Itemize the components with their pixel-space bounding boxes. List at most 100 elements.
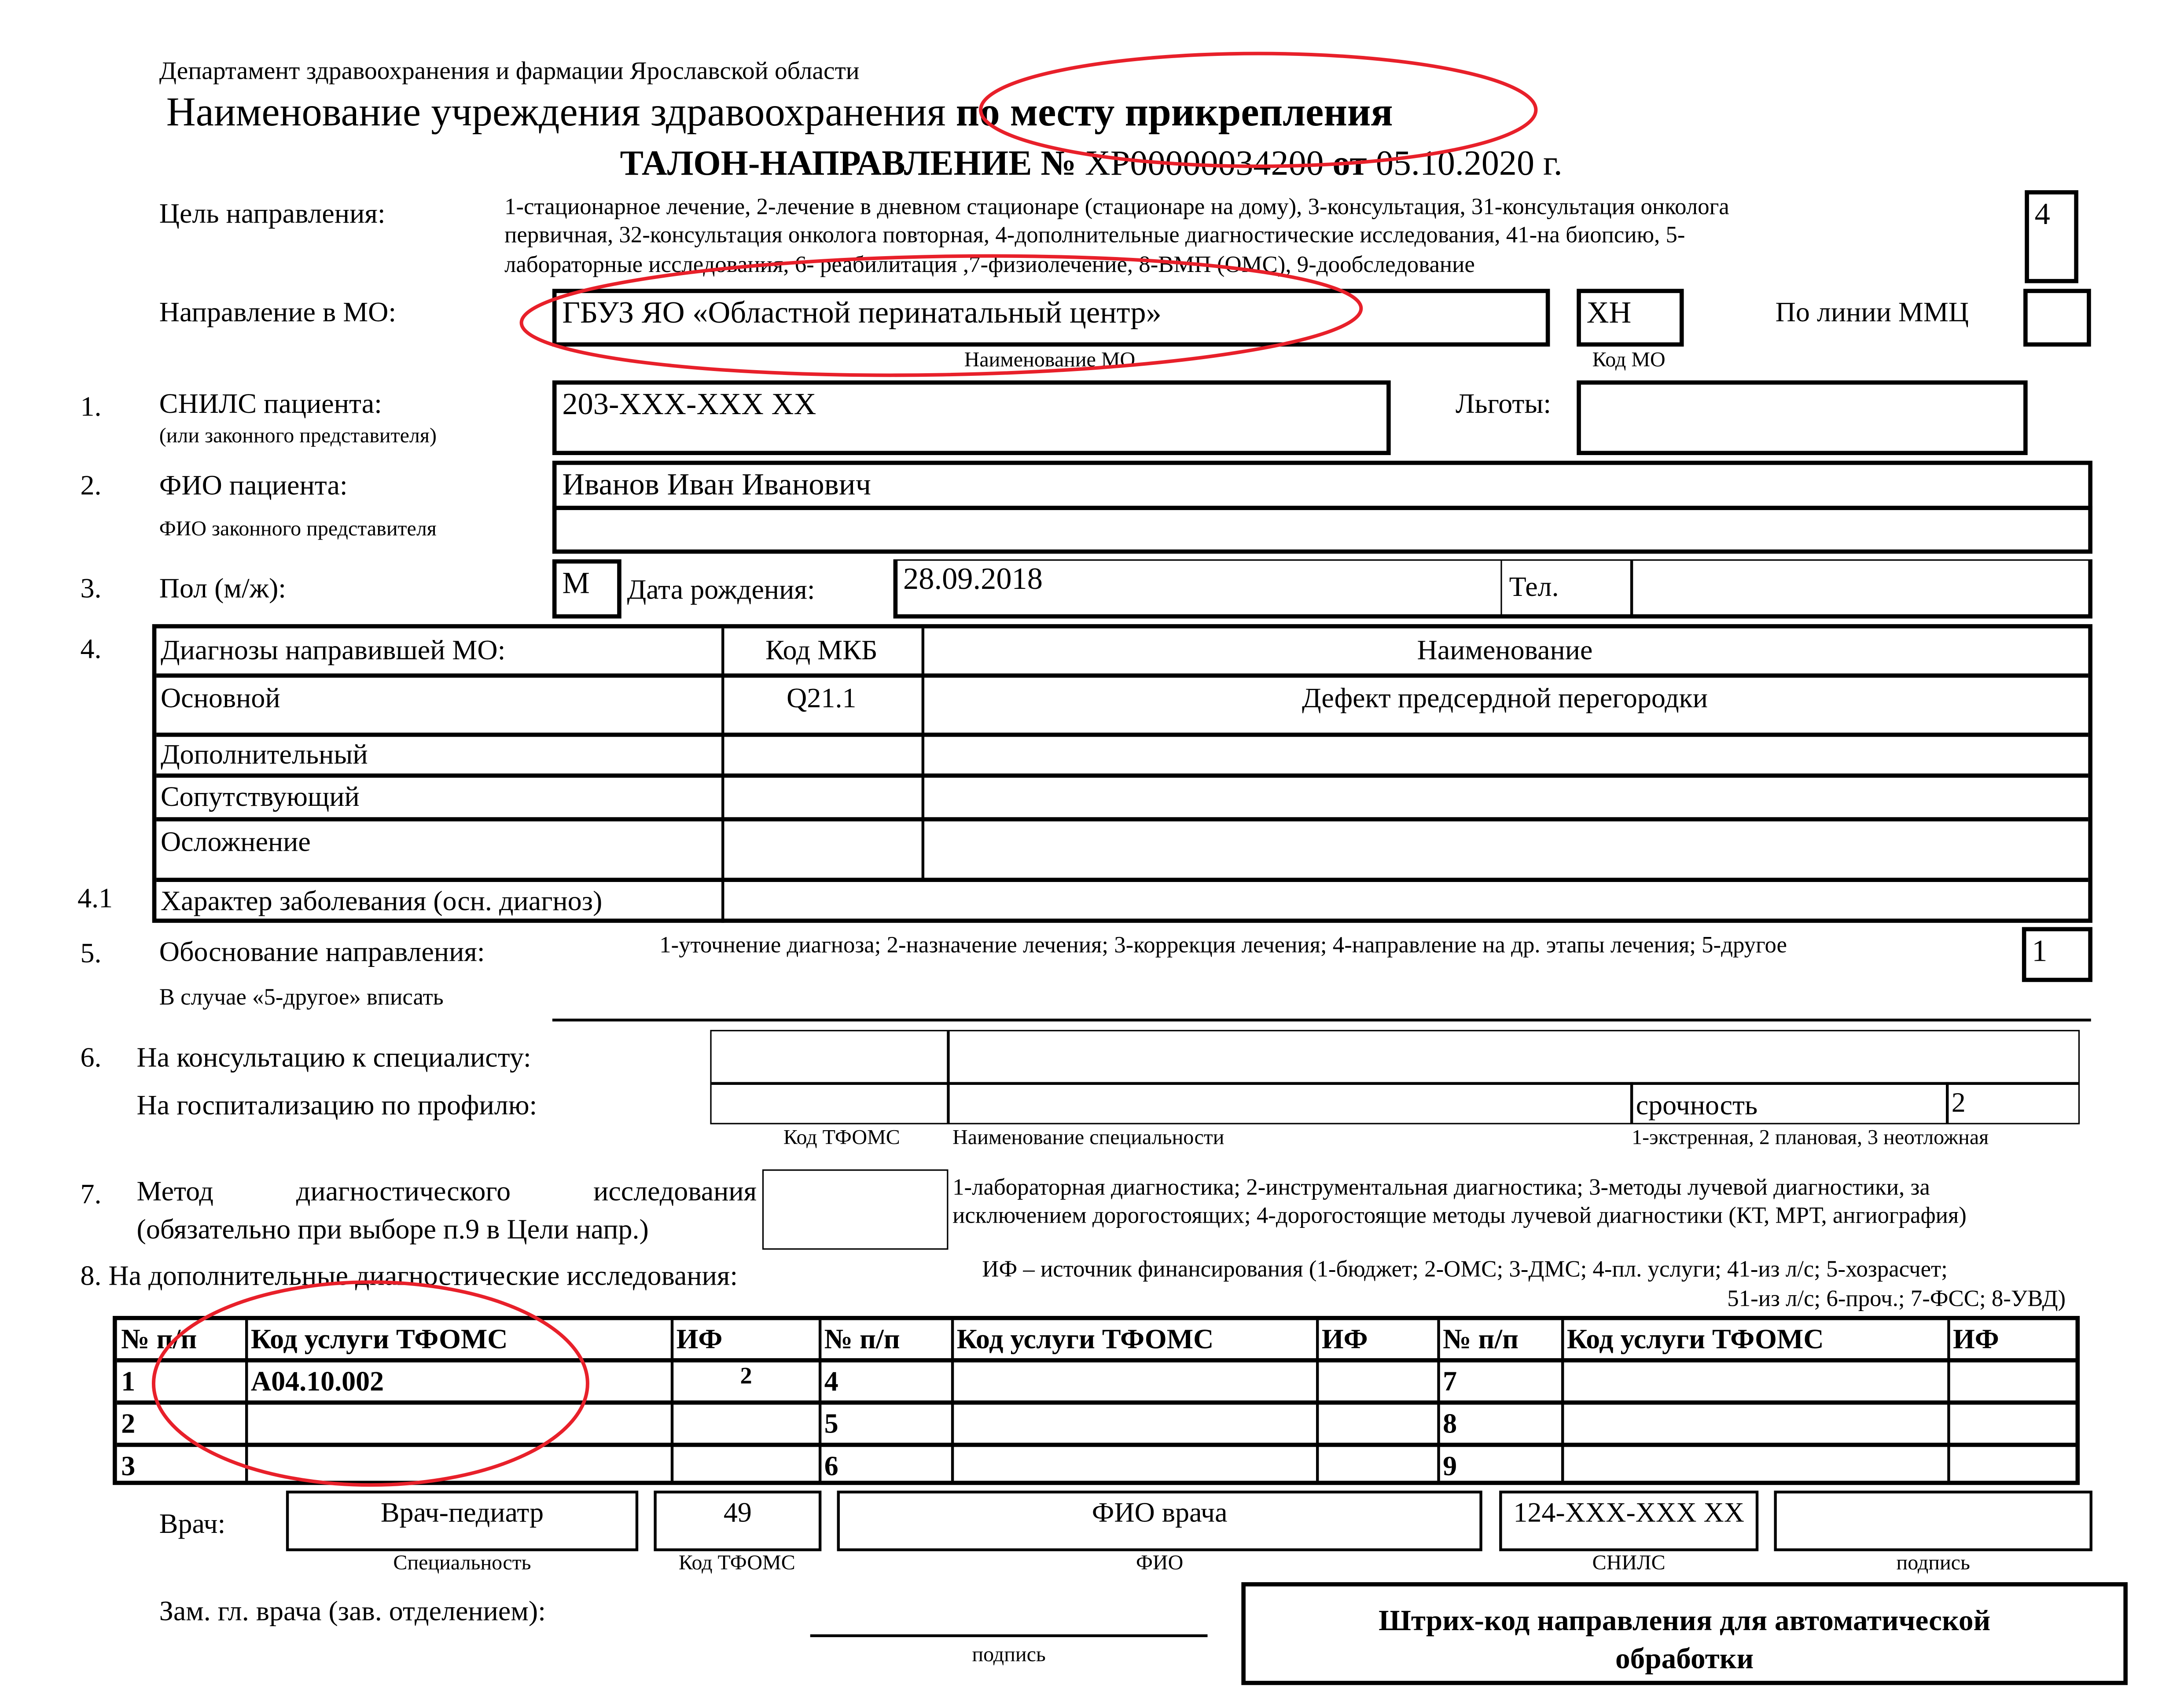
divider bbox=[117, 1400, 2076, 1405]
divider bbox=[951, 1320, 954, 1481]
doctor-name-field[interactable]: ФИО врача bbox=[837, 1490, 1482, 1551]
urgency-value[interactable]: 2 bbox=[1951, 1087, 1966, 1119]
justification-value-field[interactable]: 1 bbox=[2022, 927, 2092, 982]
form-number: ХР00000034200 bbox=[1085, 145, 1324, 184]
extra-row-number: 9 bbox=[1443, 1451, 1457, 1482]
item-number-3: 3. bbox=[80, 573, 102, 605]
caption-doctor-name: ФИО bbox=[1136, 1552, 1184, 1576]
dob-value[interactable]: 28.09.2018 bbox=[903, 561, 1043, 596]
doctor-code-field[interactable]: 49 bbox=[654, 1490, 822, 1551]
extra-row-number: 1 bbox=[121, 1367, 136, 1398]
purpose-label: Цель направления: bbox=[159, 198, 386, 230]
extra-service-code[interactable]: A04.10.002 bbox=[250, 1367, 384, 1398]
caption-code: Код ТФОМС bbox=[783, 1127, 900, 1150]
fio-rep-field[interactable] bbox=[552, 506, 2092, 554]
mo-code-field[interactable]: ХН bbox=[1577, 289, 1684, 347]
urgency-label: срочность bbox=[1636, 1090, 1758, 1122]
consult-label: На консультацию к специалисту: bbox=[136, 1042, 531, 1074]
extra-header: Код услуги ТФОМС bbox=[956, 1324, 1214, 1356]
extra-row-number: 8 bbox=[1443, 1409, 1457, 1440]
divider bbox=[1561, 1320, 1564, 1481]
item-number-7: 7. bbox=[80, 1179, 102, 1210]
snils-field[interactable]: 203-XXX-XXX XX bbox=[552, 380, 1391, 456]
fio-field[interactable]: Иванов Иван Иванович bbox=[552, 460, 2092, 510]
doctor-name: ФИО врача bbox=[1092, 1497, 1228, 1529]
diag-row-type: Дополнительный bbox=[160, 739, 368, 771]
snils-label: СНИЛС пациента: bbox=[159, 389, 382, 420]
caption-doctor-signature: подпись bbox=[1896, 1552, 1970, 1576]
deputy-signature-line[interactable] bbox=[810, 1634, 1208, 1637]
fio-label: ФИО пациента: bbox=[159, 470, 348, 502]
department-name: Департамент здравоохранения и фармации Я… bbox=[159, 56, 860, 85]
extra-row-number: 5 bbox=[824, 1409, 838, 1440]
caption-specialty: Наименование специальности bbox=[952, 1127, 1224, 1150]
method-options-2: исключением дорогостоящих; 4-дорогостоящ… bbox=[952, 1201, 1967, 1229]
doctor-snils-field[interactable]: 124-XXX-XXX XX bbox=[1499, 1490, 1759, 1551]
mmc-label: По линии ММЦ bbox=[1775, 297, 1969, 328]
extra-header: ИФ bbox=[676, 1324, 723, 1356]
divider bbox=[1316, 1320, 1319, 1481]
sex-field[interactable]: М bbox=[552, 559, 621, 619]
snils-sublabel: (или законного представителя) bbox=[159, 425, 437, 448]
extra-header: Код услуги ТФОМС bbox=[1566, 1324, 1824, 1356]
purpose-value-field[interactable]: 4 bbox=[2025, 190, 2078, 283]
method-field[interactable] bbox=[762, 1169, 949, 1250]
doctor-specialty: Врач-педиатр bbox=[380, 1497, 544, 1529]
barcode-line-2: обработки bbox=[1615, 1641, 1754, 1675]
extra-header: ИФ bbox=[1953, 1324, 1999, 1356]
divider bbox=[156, 878, 2088, 882]
extra-row-number: 3 bbox=[121, 1451, 136, 1482]
diag-header-type: Диагнозы направившей МО: bbox=[160, 635, 506, 667]
dob-label: Дата рождения: bbox=[627, 575, 815, 606]
benefits-field[interactable] bbox=[1577, 380, 2028, 456]
extra-label: 8. На дополнительные диагностические исс… bbox=[80, 1261, 738, 1292]
other-input-line[interactable] bbox=[552, 1018, 2091, 1021]
divider bbox=[1947, 1320, 1950, 1481]
form-title-text: ТАЛОН-НАПРАВЛЕНИЕ № bbox=[620, 145, 1085, 184]
caption-urgency: 1-экстренная, 2 плановая, 3 неотложная bbox=[1632, 1127, 1989, 1150]
justification-value: 1 bbox=[2032, 933, 2048, 968]
mo-name-caption: Наименование МО bbox=[964, 349, 1136, 372]
deputy-signature-caption: подпись bbox=[972, 1644, 1046, 1667]
mo-code-caption: Код МО bbox=[1592, 349, 1666, 372]
extra-row-number: 2 bbox=[121, 1409, 136, 1440]
caption-doctor-code: Код ТФОМС bbox=[678, 1552, 795, 1576]
divider bbox=[1437, 1320, 1440, 1481]
diag-row-code[interactable]: Q21.1 bbox=[787, 683, 857, 715]
doctor-specialty-field[interactable]: Врач-педиатр bbox=[286, 1490, 639, 1551]
caption-doctor-specialty: Специальность bbox=[393, 1552, 531, 1576]
other-label: В случае «5-другое» вписать bbox=[159, 983, 444, 1010]
diagnoses-table: Диагнозы направившей МО: Код МКБ Наименова… bbox=[152, 624, 2092, 923]
extra-financing[interactable]: 2 bbox=[740, 1362, 752, 1389]
divider bbox=[1945, 1082, 1948, 1123]
diag-header-name: Наименование bbox=[1417, 635, 1593, 667]
divider bbox=[156, 673, 2088, 678]
justification-options: 1-уточнение диагноза; 2-назначение лечен… bbox=[659, 931, 1787, 958]
deputy-label: Зам. гл. врача (зав. отделением): bbox=[159, 1596, 546, 1628]
item-number-4-1: 4.1 bbox=[77, 883, 113, 915]
mmc-field[interactable] bbox=[2023, 289, 2091, 347]
fio-value: Иванов Иван Иванович bbox=[562, 466, 871, 502]
form-date: 05.10.2020 г. bbox=[1375, 145, 1563, 184]
method-sublabel: (обязательно при выборе п.9 в Цели напр.… bbox=[136, 1214, 649, 1245]
divider bbox=[117, 1358, 2076, 1363]
institution-title: Наименование учреждения здравоохранения … bbox=[166, 90, 1393, 136]
divider bbox=[156, 773, 2088, 778]
divider bbox=[245, 1320, 248, 1481]
institution-prefix: Наименование учреждения здравоохранения bbox=[166, 90, 956, 136]
item-number-6: 6. bbox=[80, 1042, 102, 1074]
barcode-text: Штрих-код направления для автоматической… bbox=[1246, 1602, 2123, 1678]
doctor-snils: 124-XXX-XXX XX bbox=[1513, 1497, 1745, 1529]
extra-row-number: 6 bbox=[824, 1451, 838, 1482]
method-options-1: 1-лабораторная диагностика; 2-инструмент… bbox=[952, 1173, 1930, 1201]
purpose-line-2: первичная, 32-консультация онколога повт… bbox=[504, 221, 1685, 248]
item-number-5: 5. bbox=[80, 938, 102, 970]
mo-name-field[interactable]: ГБУЗ ЯО «Областной перинатальный центр» bbox=[552, 289, 1550, 347]
mo-name: ГБУЗ ЯО «Областной перинатальный центр» bbox=[562, 294, 1162, 330]
doctor-signature-field[interactable] bbox=[1774, 1490, 2092, 1551]
snils-value: 203-XXX-XXX XX bbox=[562, 386, 816, 422]
diag-row-name[interactable]: Дефект предсердной перегородки bbox=[1302, 683, 1708, 715]
divider bbox=[1630, 561, 1633, 616]
extra-header: № п/п bbox=[824, 1324, 900, 1356]
phone-label: Тел. bbox=[1509, 572, 1559, 603]
